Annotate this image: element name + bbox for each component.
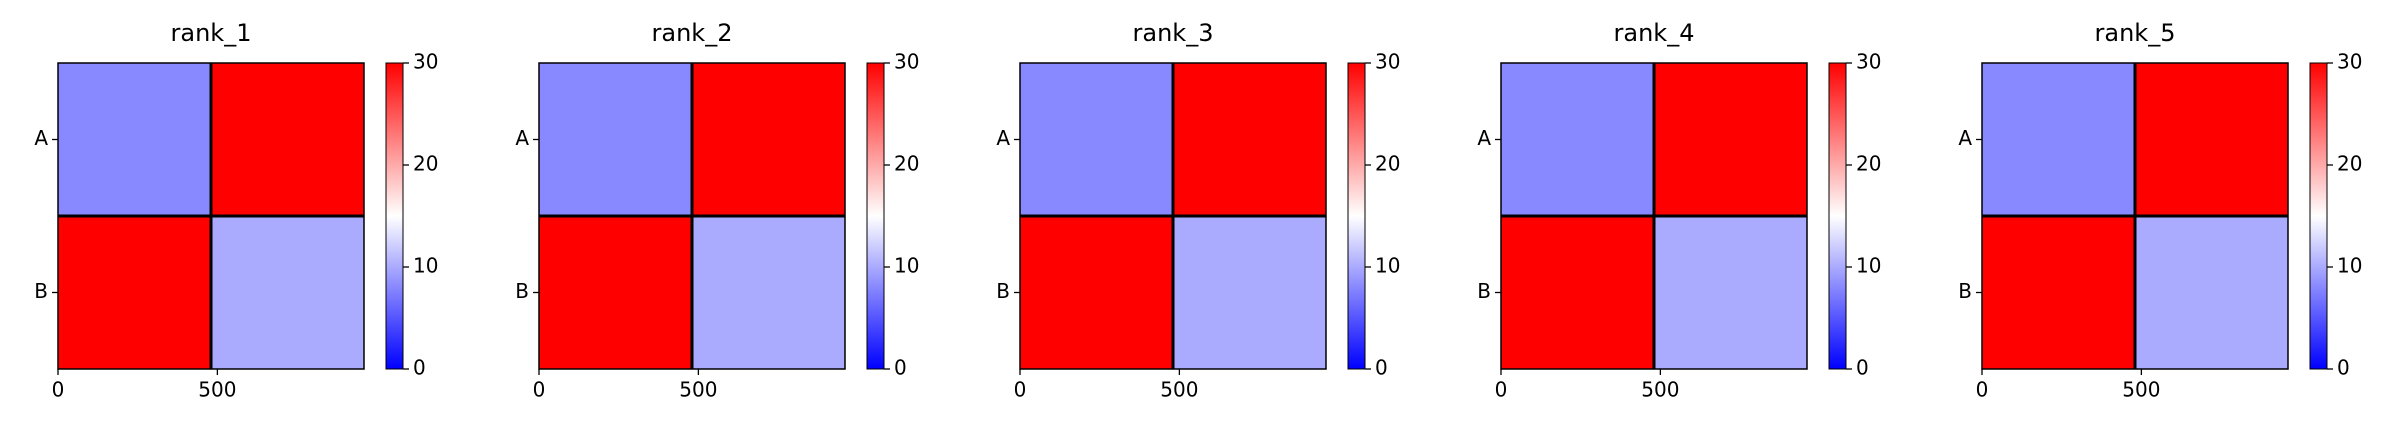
x-tick-label: 0 [52,378,65,402]
colorbar-tick-label: 20 [894,152,919,176]
x-tick-label: 500 [679,378,717,402]
colorbar-tick-label: 0 [413,356,426,380]
colorbar-tick-label: 10 [2337,254,2362,278]
plot-frame [1019,62,1327,370]
y-tick-label: B [34,279,48,303]
colorbar [1828,62,1847,370]
heatmap-cell [58,216,211,369]
plot-frame [538,62,846,370]
panel-title: rank_1 [171,19,252,47]
colorbar-tick-label: 10 [894,254,919,278]
x-tick-label: 0 [1976,378,1989,402]
colorbar-tick-label: 20 [2337,152,2362,176]
colorbar-tick-label: 10 [413,254,438,278]
y-tick-label: B [996,279,1010,303]
y-tick-label: B [515,279,529,303]
panel-title: rank_5 [2095,19,2176,47]
colorbar [2309,62,2328,370]
colorbar-tick-label: 10 [1375,254,1400,278]
colorbar-tick-label: 30 [413,50,438,74]
x-tick-label: 0 [1014,378,1027,402]
y-tick-label: A [1958,126,1972,150]
y-tick-label: B [1958,279,1972,303]
y-tick-label: A [1477,126,1491,150]
colorbar-tick-label: 30 [2337,50,2362,74]
x-tick-label: 500 [2122,378,2160,402]
colorbar-tick-label: 30 [1375,50,1400,74]
x-tick-label: 500 [1641,378,1679,402]
colorbar-tick-label: 30 [894,50,919,74]
heatmap-cell [211,63,364,216]
y-tick-label: A [515,126,529,150]
panel-title: rank_4 [1614,19,1695,47]
colorbar [866,62,885,370]
panel-title: rank_3 [1133,19,1214,47]
y-tick-label: A [34,126,48,150]
heatmap-cell [58,63,211,216]
heatmap-cell [1501,63,1654,216]
x-tick-label: 500 [198,378,236,402]
plot-frame [1981,62,2289,370]
heatmap-cell [211,216,364,369]
heatmap-cell [1982,216,2135,369]
heatmap-cell [1982,63,2135,216]
colorbar [385,62,404,370]
y-tick-label: A [996,126,1010,150]
heatmap-cell [539,63,692,216]
heatmap-cell [539,216,692,369]
x-tick-label: 0 [1495,378,1508,402]
colorbar-tick-label: 0 [1375,356,1388,380]
colorbar-tick-label: 0 [1856,356,1869,380]
colorbar-tick-label: 10 [1856,254,1881,278]
panel-title: rank_2 [652,19,733,47]
colorbar-tick-label: 0 [894,356,907,380]
heatmap-cell [1020,63,1173,216]
colorbar-tick-label: 20 [1856,152,1881,176]
plot-frame [57,62,365,370]
colorbar-tick-label: 30 [1856,50,1881,74]
plot-frame [1500,62,1808,370]
heatmap-cell [2135,216,2288,369]
heatmap-cell [692,63,845,216]
heatmap-cell [1020,216,1173,369]
heatmap-cell [2135,63,2288,216]
heatmap-cell [1173,216,1326,369]
heatmap-cell [692,216,845,369]
heatmap-cell [1654,216,1807,369]
colorbar-tick-label: 20 [413,152,438,176]
heatmap-cell [1173,63,1326,216]
heatmap-cell [1654,63,1807,216]
x-tick-label: 500 [1160,378,1198,402]
colorbar-tick-label: 0 [2337,356,2350,380]
heatmap-cell [1501,216,1654,369]
colorbar [1347,62,1366,370]
y-tick-label: B [1477,279,1491,303]
x-tick-label: 0 [533,378,546,402]
colorbar-tick-label: 20 [1375,152,1400,176]
